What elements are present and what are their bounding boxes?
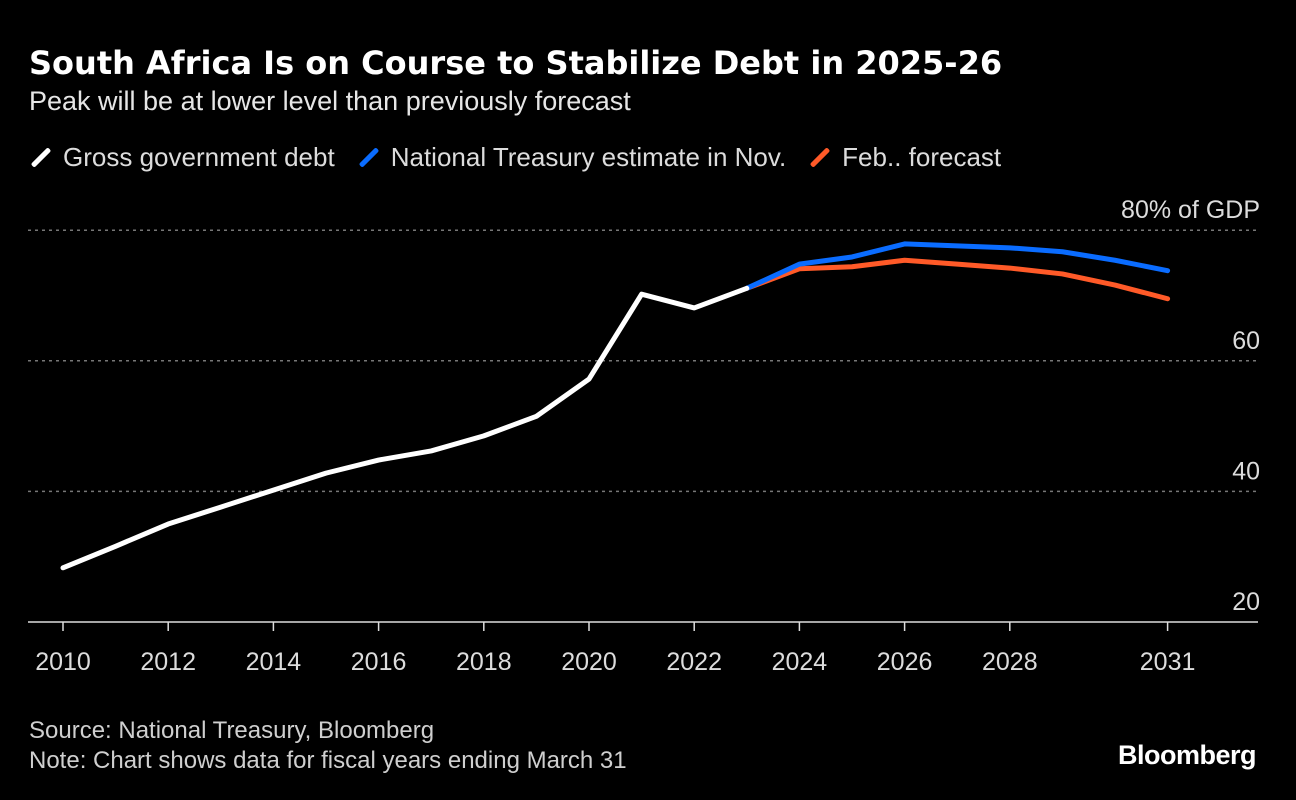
x-tick-label: 2010 [35, 648, 91, 676]
legend: Gross government debt National Treasury … [29, 142, 1001, 173]
series-line-2 [744, 257, 1171, 302]
x-tick-label: 2014 [246, 648, 302, 676]
legend-item-feb-forecast: Feb.. forecast [808, 142, 1001, 173]
chart-subtitle: Peak will be at lower level than previou… [29, 86, 631, 116]
y-tick-label: 80% of GDP [1121, 196, 1260, 224]
y-tick-label: 20 [1232, 588, 1260, 616]
legend-label: Gross government debt [63, 142, 335, 172]
x-tick-label: 2022 [666, 648, 722, 676]
bloomberg-logo: Bloomberg [1117, 740, 1257, 770]
legend-item-gross-debt: Gross government debt [29, 142, 335, 173]
legend-label: Feb.. forecast [842, 142, 1002, 172]
x-tick-label: 2018 [456, 648, 512, 676]
note-text: Note: Chart shows data for fiscal years … [29, 747, 627, 774]
x-tick-label: 2016 [351, 648, 407, 676]
source-text: Source: National Treasury, Bloomberg [29, 717, 435, 744]
chart-title: South Africa Is on Course to Stabilize D… [29, 44, 1003, 82]
x-tick-label: 2020 [561, 648, 617, 676]
y-tick-label: 40 [1232, 457, 1260, 485]
x-tick-label: 2024 [772, 648, 828, 676]
x-tick-label: 2028 [982, 648, 1038, 676]
series-line-0 [60, 285, 750, 571]
x-tick-label: 2026 [877, 648, 933, 676]
legend-item-treasury-nov: National Treasury estimate in Nov. [357, 142, 786, 173]
legend-label: National Treasury estimate in Nov. [390, 142, 787, 172]
footnotes: Source: National Treasury, Bloomberg Not… [29, 716, 627, 776]
y-tick-label: 60 [1232, 327, 1260, 355]
x-tick-label: 2031 [1140, 648, 1196, 676]
x-tick-label: 2012 [140, 648, 196, 676]
